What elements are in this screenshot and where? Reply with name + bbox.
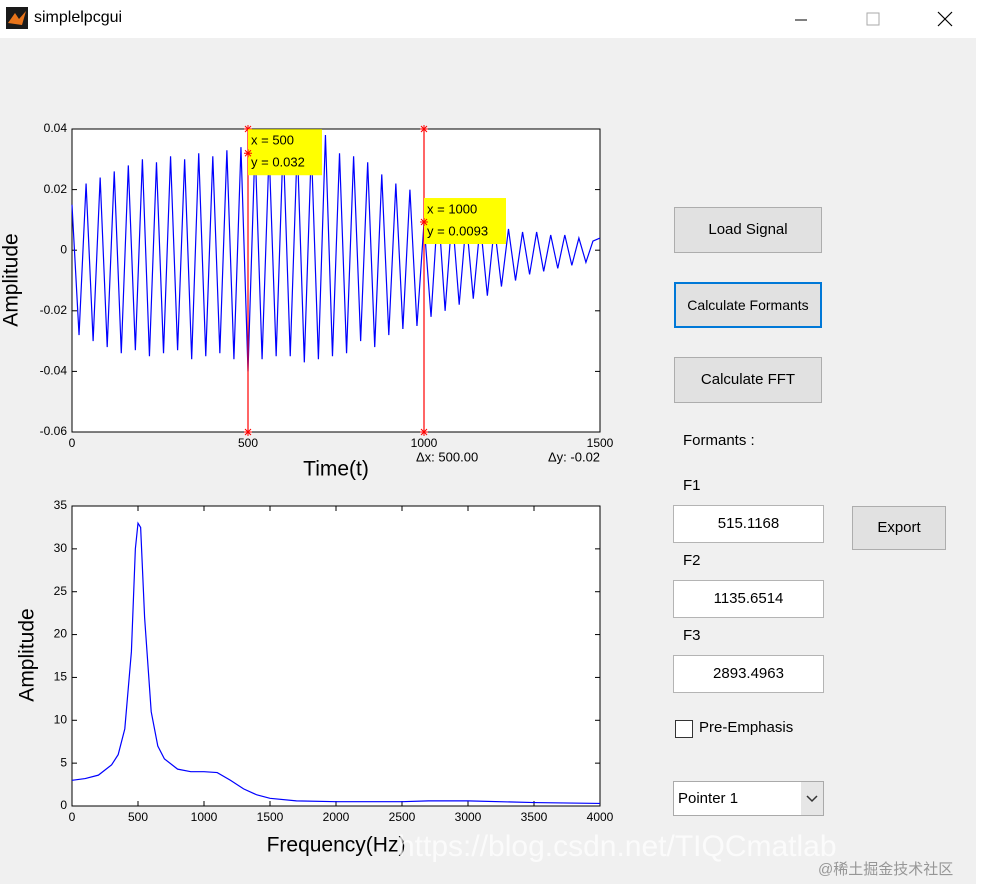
x-tick-label: 1500 xyxy=(587,436,614,450)
cursor-end xyxy=(244,125,252,133)
close-button[interactable] xyxy=(930,6,960,32)
x-tick-label: 3000 xyxy=(455,810,482,824)
datatip-x: x = 500 xyxy=(251,133,294,148)
formants-label: Formants : xyxy=(683,432,755,449)
x-tick-label: 4000 xyxy=(587,810,614,824)
y-tick-label: 0.02 xyxy=(44,182,68,196)
y-tick-label: 15 xyxy=(54,670,68,684)
x-tick-label: 0 xyxy=(69,810,76,824)
x-tick-label: 1000 xyxy=(191,810,218,824)
plot-area xyxy=(71,505,601,807)
datatip-box xyxy=(248,129,322,176)
watermark: https://blog.csdn.net/TIQCmatlab xyxy=(398,830,837,863)
plot-area xyxy=(71,128,601,433)
y-tick-label: 5 xyxy=(60,755,67,769)
x-tick-label: 1500 xyxy=(257,810,284,824)
x-tick-label: 2000 xyxy=(323,810,350,824)
y-tick-label: 20 xyxy=(54,627,68,641)
y-axis-label: Amplitude xyxy=(16,608,39,701)
formant-field[interactable]: 2893.4963 xyxy=(673,655,824,693)
y-tick-label: 0 xyxy=(60,798,67,812)
y-tick-label: 0.04 xyxy=(44,121,68,135)
calculate-formants-button[interactable]: Calculate Formants xyxy=(674,282,822,328)
cursor-end xyxy=(420,125,428,133)
load-signal-button[interactable]: Load Signal xyxy=(674,207,822,253)
pre-emphasis-checkbox[interactable] xyxy=(675,720,693,738)
formant-field[interactable]: 515.1168 xyxy=(673,505,824,543)
window-title: simplelpcgui xyxy=(34,9,123,26)
formant-field[interactable]: 1135.6514 xyxy=(673,580,824,618)
x-tick-label: 0 xyxy=(69,436,76,450)
y-tick-label: -0.02 xyxy=(40,303,68,317)
field-label: F3 xyxy=(683,627,701,644)
datatip-point xyxy=(420,218,428,227)
datatip-y: y = 0.032 xyxy=(251,155,305,170)
datatip-y: y = 0.0093 xyxy=(427,223,488,238)
window-border xyxy=(976,38,982,884)
x-tick-label: 3500 xyxy=(521,810,548,824)
delta-y-label: Δy: -0.02 xyxy=(548,449,600,464)
x-axis-label: Time(t) xyxy=(303,458,369,481)
watermark: @稀土掘金技术社区 xyxy=(818,861,954,878)
cursor-end xyxy=(420,428,428,436)
maximize-button[interactable] xyxy=(858,6,888,32)
y-tick-label: -0.06 xyxy=(40,424,68,438)
data-line xyxy=(71,521,601,805)
export-button[interactable]: Export xyxy=(852,506,946,550)
y-tick-label: 30 xyxy=(54,541,68,555)
app-icon xyxy=(6,7,28,29)
minimize-button[interactable] xyxy=(786,6,816,32)
data-line xyxy=(71,135,601,372)
field-label: F2 xyxy=(683,552,701,569)
y-tick-label: 10 xyxy=(54,712,68,726)
x-tick-label: 2500 xyxy=(389,810,416,824)
datatip-x: x = 1000 xyxy=(427,201,477,216)
delta-x-label: Δx: 500.00 xyxy=(416,449,478,464)
pointer-dropdown[interactable]: Pointer 1 xyxy=(673,781,824,816)
field-label: F1 xyxy=(683,477,701,494)
calculate-fft-button[interactable]: Calculate FFT xyxy=(674,357,822,403)
x-tick-label: 1000 xyxy=(411,436,438,450)
datatip-box xyxy=(424,198,506,245)
y-tick-label: 0 xyxy=(60,242,67,256)
cursor-end xyxy=(244,428,252,436)
datatip-point xyxy=(244,149,252,158)
y-tick-label: -0.04 xyxy=(40,364,68,378)
dropdown-value: Pointer 1 xyxy=(678,790,739,807)
y-tick-label: 25 xyxy=(54,584,68,598)
x-axis-label: Frequency(Hz) xyxy=(267,834,406,857)
x-tick-label: 500 xyxy=(238,436,258,450)
y-tick-label: 35 xyxy=(54,498,68,512)
dropdown-arrow[interactable] xyxy=(801,782,823,815)
title-bar: simplelpcgui xyxy=(0,0,982,38)
y-axis-label: Amplitude xyxy=(0,233,23,326)
x-tick-label: 500 xyxy=(128,810,148,824)
checkbox-label[interactable]: Pre-Emphasis xyxy=(699,719,794,736)
